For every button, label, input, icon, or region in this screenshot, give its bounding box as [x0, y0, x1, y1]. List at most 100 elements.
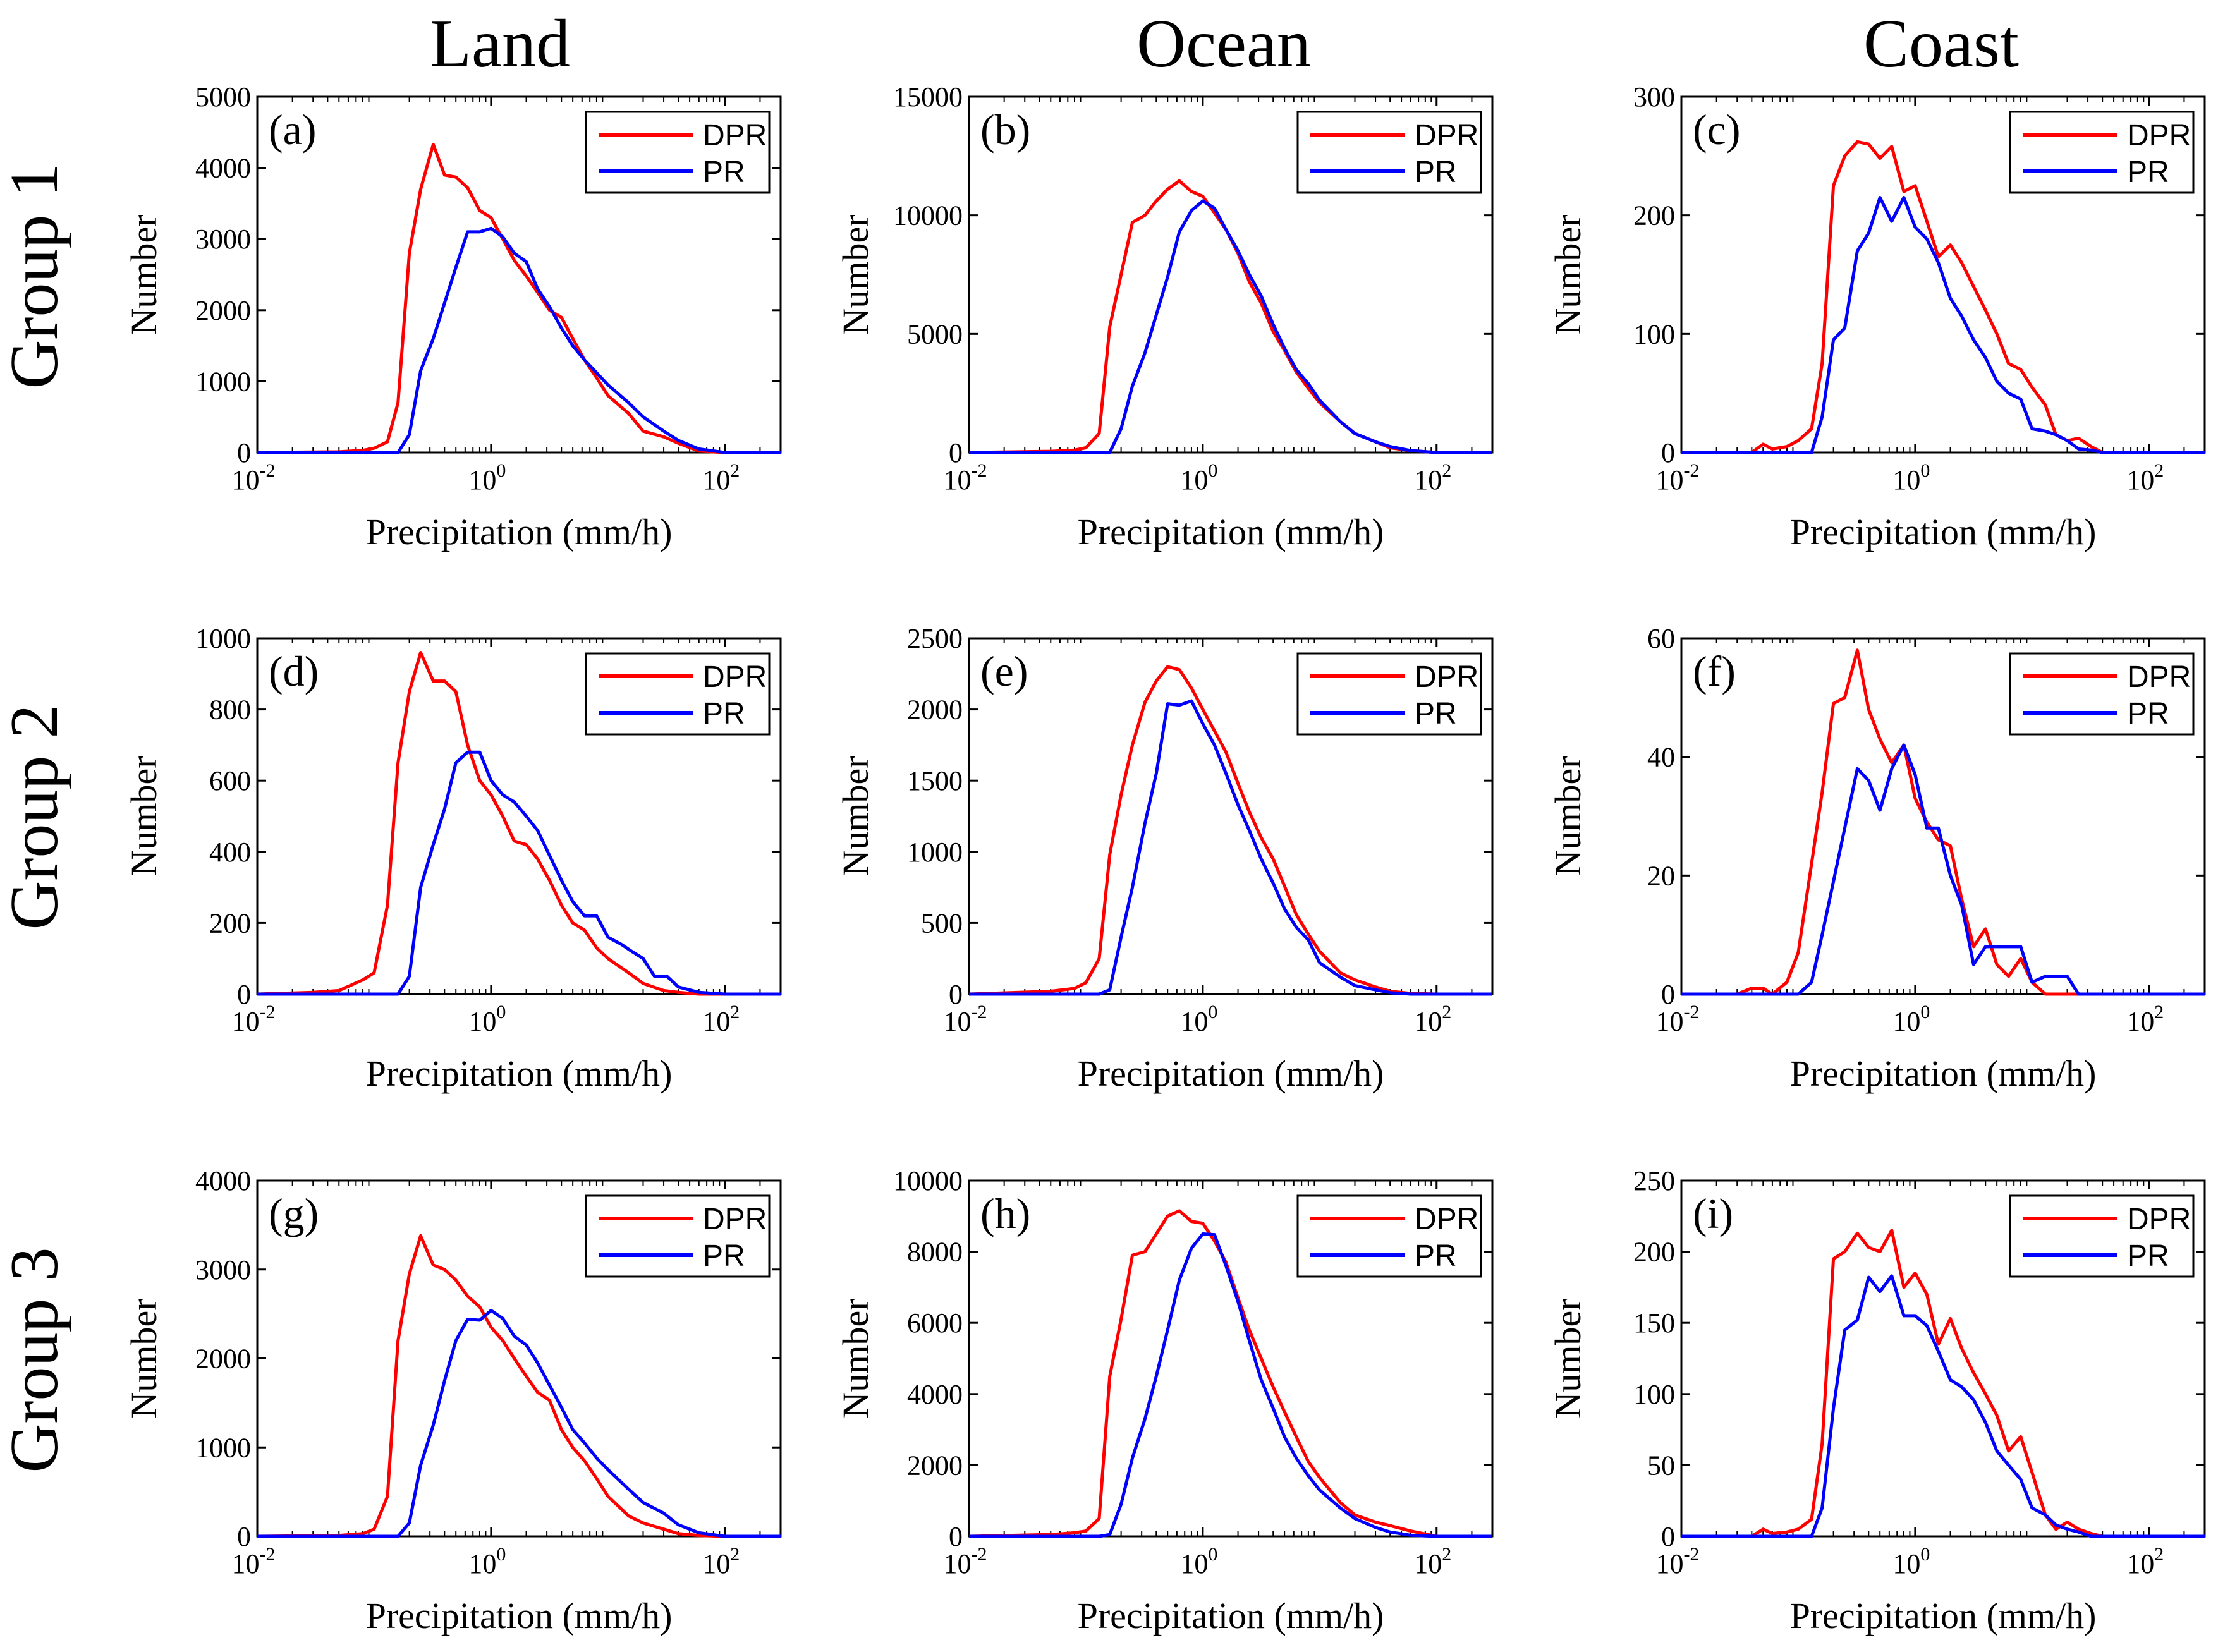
x-tick-label: 100 [468, 1002, 506, 1037]
y-tick-label: 6000 [907, 1308, 963, 1339]
y-tick-label: 3000 [195, 1254, 251, 1285]
row-title-group-3: Group 3 [0, 1248, 72, 1473]
x-axis-label: Precipitation (mm/h) [1078, 511, 1384, 552]
x-tick-label: 102 [702, 1544, 740, 1579]
legend-box [1296, 111, 1482, 194]
legend-label-pr: PR [2127, 697, 2169, 731]
y-tick-label: 2000 [195, 1344, 251, 1375]
column-title-ocean: Ocean [1136, 6, 1311, 82]
y-tick-label: 200 [1633, 200, 1675, 231]
x-tick-label: 100 [1892, 1544, 1930, 1579]
y-tick-label: 150 [1633, 1308, 1675, 1339]
legend-label-pr: PR [1415, 155, 1457, 189]
y-tick-label: 20 [1647, 860, 1675, 891]
y-tick-label: 3000 [195, 224, 251, 255]
series-line-pr [1681, 743, 2205, 996]
series-line-pr [969, 699, 1492, 996]
legend-label-dpr: DPR [703, 119, 767, 152]
panel-label: (d) [269, 647, 319, 695]
y-tick-label: 10000 [893, 1165, 963, 1196]
legend-label-dpr: DPR [1415, 1203, 1478, 1236]
y-tick-label: 0 [949, 1521, 963, 1552]
x-tick-label: 100 [1892, 1002, 1930, 1037]
y-tick-label: 5000 [195, 82, 251, 112]
panel-label: (g) [269, 1189, 319, 1237]
y-tick-label: 0 [1661, 437, 1675, 468]
series-line-pr [969, 1232, 1492, 1538]
y-tick-label: 50 [1647, 1450, 1675, 1481]
y-tick-label: 200 [209, 908, 251, 938]
y-axis-label: Number [835, 756, 876, 876]
legend-label-pr: PR [1415, 1239, 1457, 1273]
column-title-coast: Coast [1863, 6, 2019, 82]
x-tick-label: 10-2 [1656, 1544, 1700, 1579]
x-tick-label: 100 [468, 1544, 506, 1579]
x-tick-label: 102 [2126, 1544, 2164, 1579]
x-tick-label: 102 [2126, 1002, 2164, 1037]
y-tick-label: 0 [949, 437, 963, 468]
series-line-pr [257, 226, 781, 454]
panel-label: (f) [1693, 647, 1736, 695]
panel-label: (c) [1693, 106, 1740, 154]
chart-panel-a: 0 1000 2000 3000 4000 5000 10-2 100 102 Precipita… [123, 82, 782, 552]
legend-label-pr: PR [703, 697, 745, 731]
y-tick-label: 1000 [195, 1432, 251, 1463]
x-tick-label: 10-2 [944, 1544, 987, 1579]
y-tick-label: 0 [1661, 979, 1675, 1010]
legend-box [1296, 1194, 1482, 1278]
legend-box [1296, 652, 1482, 736]
x-tick-label: 100 [1180, 460, 1217, 495]
x-tick-label: 100 [1892, 460, 1930, 495]
y-tick-label: 2000 [195, 295, 251, 326]
y-tick-label: 100 [1633, 1379, 1675, 1410]
y-tick-label: 200 [1633, 1237, 1675, 1268]
y-tick-label: 0 [237, 979, 251, 1010]
panel-label: (h) [980, 1189, 1030, 1237]
legend-label-pr: PR [703, 155, 745, 189]
series-line-dpr [257, 651, 781, 996]
y-axis-label: Number [835, 214, 876, 334]
legend-label-pr: PR [1415, 697, 1457, 731]
y-tick-label: 0 [949, 979, 963, 1010]
series-line-pr [1681, 196, 2205, 454]
chart-panel-c: 0 100 200 300 10-2 100 102 Precipitation (mm/h)… [1547, 82, 2206, 552]
panel-label: (e) [980, 647, 1028, 695]
x-tick-label: 100 [1180, 1002, 1217, 1037]
row-title-group-1: Group 1 [0, 164, 72, 389]
x-tick-label: 102 [702, 460, 740, 495]
x-tick-label: 100 [1180, 1544, 1217, 1579]
x-axis-label: Precipitation (mm/h) [1790, 511, 2097, 552]
y-tick-label: 300 [1633, 82, 1675, 112]
legend-label-dpr: DPR [1415, 660, 1478, 694]
legend-label-dpr: DPR [2127, 119, 2191, 152]
legend-box [585, 1194, 771, 1278]
y-tick-label: 500 [921, 908, 963, 938]
y-tick-label: 600 [209, 765, 251, 796]
chart-panel-e: 0 500 1000 1500 2000 2500 10-2 100 102 Precipitat… [835, 623, 1494, 1094]
legend-box [2009, 1194, 2195, 1278]
x-tick-label: 102 [1414, 1544, 1451, 1579]
x-axis-label: Precipitation (mm/h) [1790, 1053, 2097, 1094]
y-tick-label: 2000 [907, 695, 963, 726]
y-tick-label: 60 [1647, 623, 1675, 654]
column-title-land: Land [430, 6, 570, 82]
chart-panel-i: 0 50 100 150 200 250 10-2 100 102 Precipitation (… [1547, 1165, 2206, 1636]
y-axis-label: Number [123, 756, 164, 876]
y-tick-label: 15000 [893, 82, 963, 112]
x-tick-label: 102 [702, 1002, 740, 1037]
legend-box [585, 111, 771, 194]
x-tick-label: 102 [1414, 1002, 1451, 1037]
y-axis-label: Number [835, 1298, 876, 1418]
legend-box [2009, 652, 2195, 736]
y-tick-label: 10000 [893, 200, 963, 231]
y-tick-label: 1000 [195, 623, 251, 654]
chart-panel-b: 0 5000 10000 15000 10-2 100 102 Precipitation (… [835, 82, 1494, 552]
y-axis-label: Number [1547, 756, 1588, 876]
x-tick-label: 10-2 [232, 1002, 276, 1037]
chart-panel-g: 0 1000 2000 3000 4000 10-2 100 102 Precipitation… [123, 1165, 782, 1636]
y-axis-label: Number [1547, 1298, 1588, 1418]
legend-box [2009, 111, 2195, 194]
x-tick-label: 102 [2126, 460, 2164, 495]
